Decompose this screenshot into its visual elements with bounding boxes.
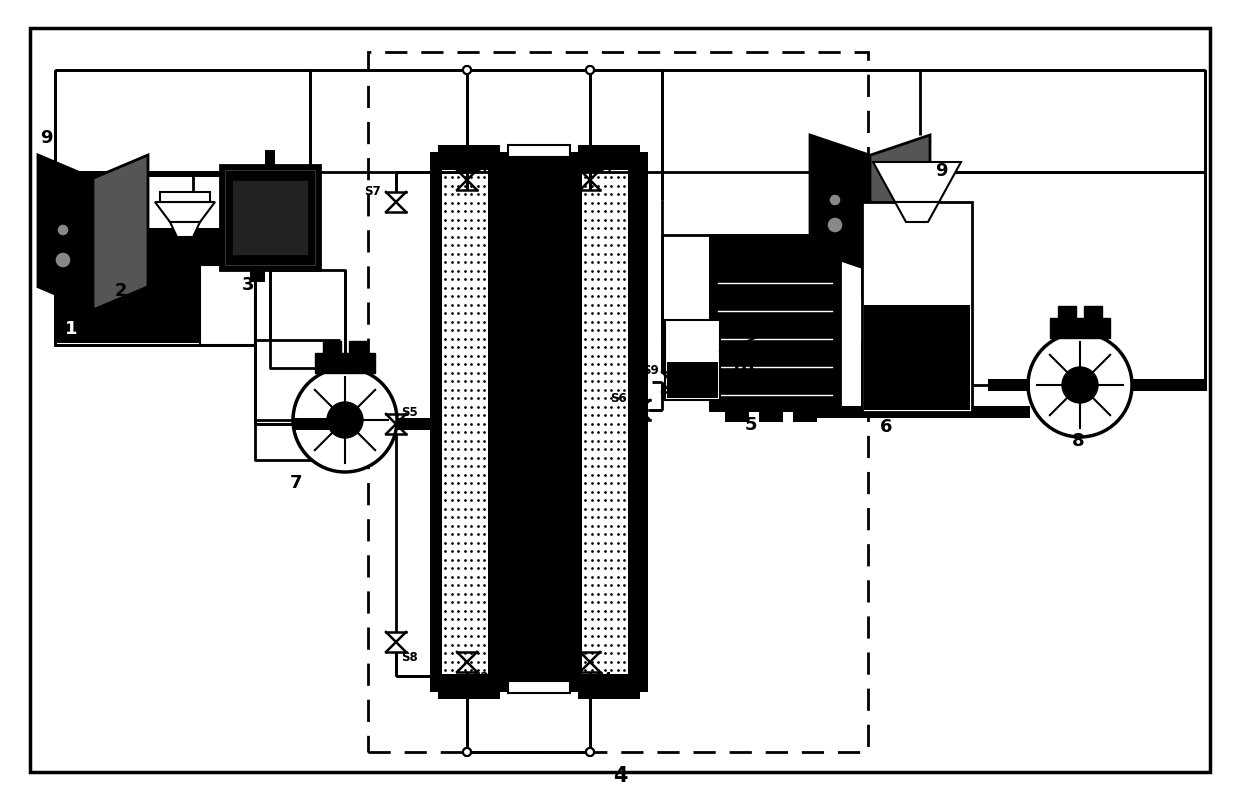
Text: 4: 4 bbox=[613, 766, 627, 786]
Text: 1: 1 bbox=[64, 320, 77, 338]
Polygon shape bbox=[870, 135, 930, 270]
Text: 9: 9 bbox=[935, 162, 947, 180]
Polygon shape bbox=[155, 202, 215, 222]
Text: 7: 7 bbox=[290, 474, 303, 492]
Text: 3: 3 bbox=[242, 276, 254, 294]
Text: S2: S2 bbox=[472, 671, 489, 684]
Bar bbox=[582, 170, 627, 674]
Bar bbox=[55, 175, 255, 345]
Bar bbox=[315, 353, 374, 373]
Bar bbox=[219, 165, 320, 270]
Circle shape bbox=[463, 66, 471, 74]
Bar bbox=[368, 52, 868, 752]
Bar bbox=[759, 408, 782, 422]
Bar bbox=[430, 152, 508, 692]
Bar bbox=[200, 265, 255, 345]
Bar bbox=[232, 180, 308, 255]
Polygon shape bbox=[810, 135, 870, 270]
Circle shape bbox=[463, 748, 471, 756]
Bar bbox=[1058, 306, 1076, 318]
Bar bbox=[224, 170, 315, 265]
Bar bbox=[57, 228, 253, 343]
Text: S9: S9 bbox=[642, 364, 658, 377]
Bar bbox=[1084, 306, 1102, 318]
Text: S7: S7 bbox=[365, 185, 381, 198]
Circle shape bbox=[293, 368, 397, 472]
Circle shape bbox=[587, 66, 594, 74]
Bar bbox=[441, 170, 489, 674]
Bar bbox=[711, 235, 839, 410]
Bar bbox=[265, 150, 275, 165]
Circle shape bbox=[1028, 333, 1132, 437]
Bar bbox=[348, 341, 367, 353]
Bar bbox=[578, 145, 640, 167]
Bar bbox=[725, 408, 749, 422]
Circle shape bbox=[327, 402, 363, 438]
Circle shape bbox=[1061, 367, 1097, 403]
Text: S1: S1 bbox=[472, 163, 489, 176]
Polygon shape bbox=[873, 162, 961, 202]
Polygon shape bbox=[38, 155, 93, 310]
Circle shape bbox=[463, 66, 471, 74]
Bar bbox=[810, 406, 1030, 418]
Polygon shape bbox=[895, 202, 939, 222]
Text: 10: 10 bbox=[730, 361, 755, 379]
Text: S5: S5 bbox=[401, 406, 418, 419]
Bar bbox=[988, 379, 1030, 391]
Bar bbox=[160, 192, 210, 202]
Circle shape bbox=[55, 252, 71, 268]
Circle shape bbox=[587, 66, 594, 74]
Circle shape bbox=[587, 748, 594, 756]
Circle shape bbox=[827, 217, 843, 233]
Bar bbox=[1132, 379, 1207, 391]
Bar bbox=[508, 145, 570, 157]
Bar bbox=[864, 305, 970, 410]
Bar bbox=[438, 677, 500, 699]
Polygon shape bbox=[170, 222, 200, 237]
Text: 8: 8 bbox=[1071, 432, 1084, 450]
Bar bbox=[665, 320, 720, 400]
Bar bbox=[250, 268, 265, 282]
Bar bbox=[1050, 318, 1110, 338]
Circle shape bbox=[830, 194, 841, 206]
Bar bbox=[508, 681, 570, 693]
Bar bbox=[862, 202, 972, 412]
Bar bbox=[438, 145, 500, 167]
Text: 2: 2 bbox=[115, 282, 128, 300]
Circle shape bbox=[463, 748, 471, 756]
Text: S6: S6 bbox=[610, 392, 626, 405]
Text: 9: 9 bbox=[40, 129, 52, 147]
Bar bbox=[578, 677, 640, 699]
Bar bbox=[508, 152, 570, 692]
Circle shape bbox=[587, 748, 594, 756]
Text: S8: S8 bbox=[401, 651, 418, 664]
Bar bbox=[570, 152, 649, 692]
Text: 5: 5 bbox=[745, 416, 758, 434]
Bar bbox=[293, 418, 348, 430]
Bar bbox=[794, 408, 817, 422]
Text: S3: S3 bbox=[595, 163, 611, 176]
Bar bbox=[667, 362, 718, 398]
Text: 6: 6 bbox=[880, 418, 893, 436]
Text: S4: S4 bbox=[595, 671, 611, 684]
Polygon shape bbox=[93, 155, 148, 310]
Bar bbox=[397, 418, 432, 430]
Circle shape bbox=[57, 224, 69, 236]
Bar bbox=[322, 341, 341, 353]
